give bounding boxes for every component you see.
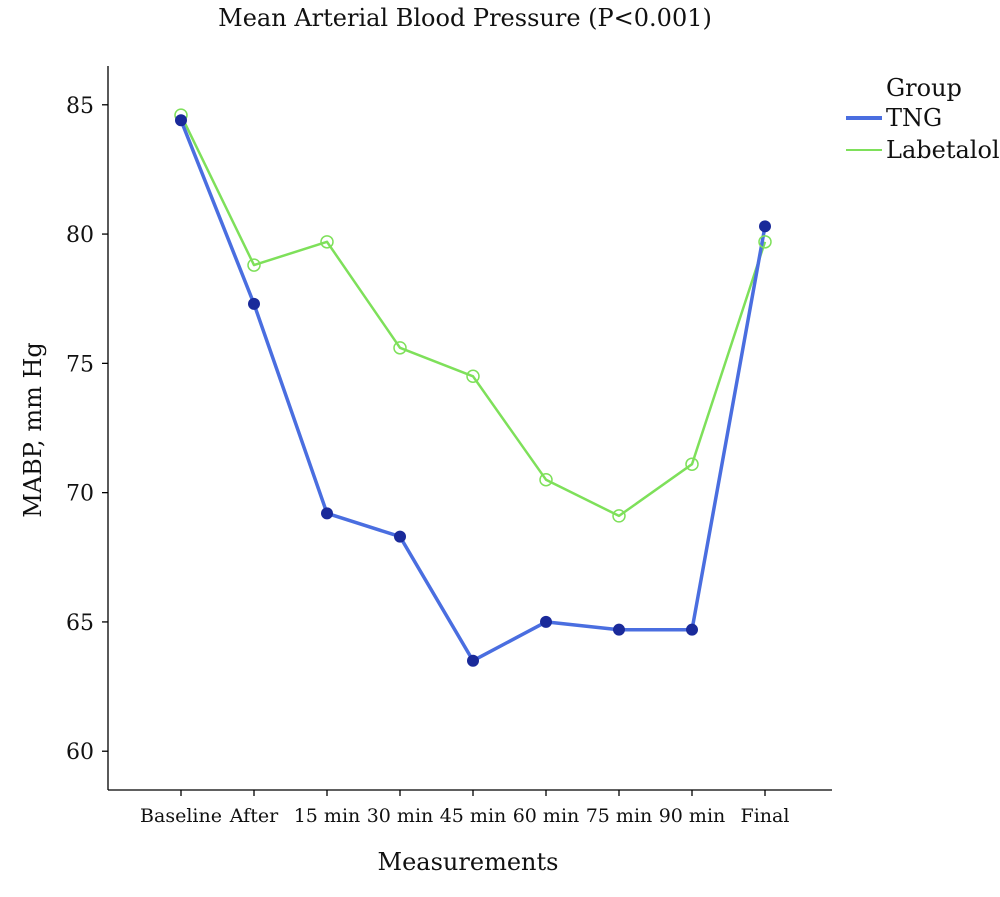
y-tick-label: 75: [66, 352, 94, 377]
y-tick-label: 70: [66, 482, 94, 507]
y-tick-label: 60: [66, 740, 94, 765]
data-point-labetalol: [466, 369, 480, 384]
data-point-tng: [248, 297, 260, 310]
x-tick-label: 60 min: [513, 805, 580, 827]
data-point-labetalol: [612, 509, 626, 523]
data-point-labetalol: [320, 235, 334, 249]
axes: [107, 66, 832, 791]
data-point-tng: [540, 615, 552, 628]
y-tick-label: 85: [66, 94, 94, 119]
x-tick-label: Final: [741, 805, 790, 827]
data-point-tng: [321, 507, 333, 520]
series-lines: [179, 114, 767, 663]
x-tick-label: After: [229, 805, 279, 827]
legend-item-labetalol: Labetalol: [846, 136, 1000, 164]
data-point-labetalol: [758, 235, 772, 249]
legend-label-tng: TNG: [886, 104, 943, 132]
x-axis-label: Measurements: [377, 848, 559, 876]
series-points: [174, 108, 772, 667]
chart-title: Mean Arterial Blood Pressure (P<0.001): [218, 4, 712, 32]
data-point-tng: [759, 220, 771, 233]
x-tick-label: 15 min: [294, 805, 361, 827]
data-point-labetalol: [685, 457, 699, 471]
data-point-tng: [613, 623, 625, 636]
series-line-labetalol: [179, 114, 767, 518]
legend-item-tng: TNG: [846, 104, 942, 132]
y-tick-label: 65: [66, 611, 94, 636]
data-point-tng: [686, 623, 698, 636]
data-point-tng: [467, 654, 479, 667]
data-point-labetalol: [247, 258, 261, 272]
y-tick-labels: 60 65 70 75 80 85: [66, 94, 108, 765]
x-tick-label: 90 min: [659, 805, 726, 827]
y-axis-label: MABP, mm Hg: [19, 342, 47, 518]
x-tick-label: 45 min: [440, 805, 507, 827]
data-point-tng: [175, 114, 187, 127]
data-point-labetalol: [393, 341, 407, 355]
y-tick-label: 80: [66, 223, 94, 248]
x-tick-label: 30 min: [367, 805, 434, 827]
series-line-tng: [179, 119, 767, 663]
data-point-tng: [394, 530, 406, 543]
data-point-labetalol: [539, 472, 553, 487]
x-tick-labels: Baseline After 15 min 30 min 45 min 60 min 75 …: [140, 790, 789, 827]
legend-title: Group: [886, 74, 962, 102]
legend-label-labetalol: Labetalol: [886, 136, 1000, 164]
legend-swatch-labetalol: [846, 149, 882, 151]
legend-swatch-tng: [846, 116, 882, 120]
x-tick-label: Baseline: [140, 805, 222, 827]
x-tick-label: 75 min: [586, 805, 653, 827]
